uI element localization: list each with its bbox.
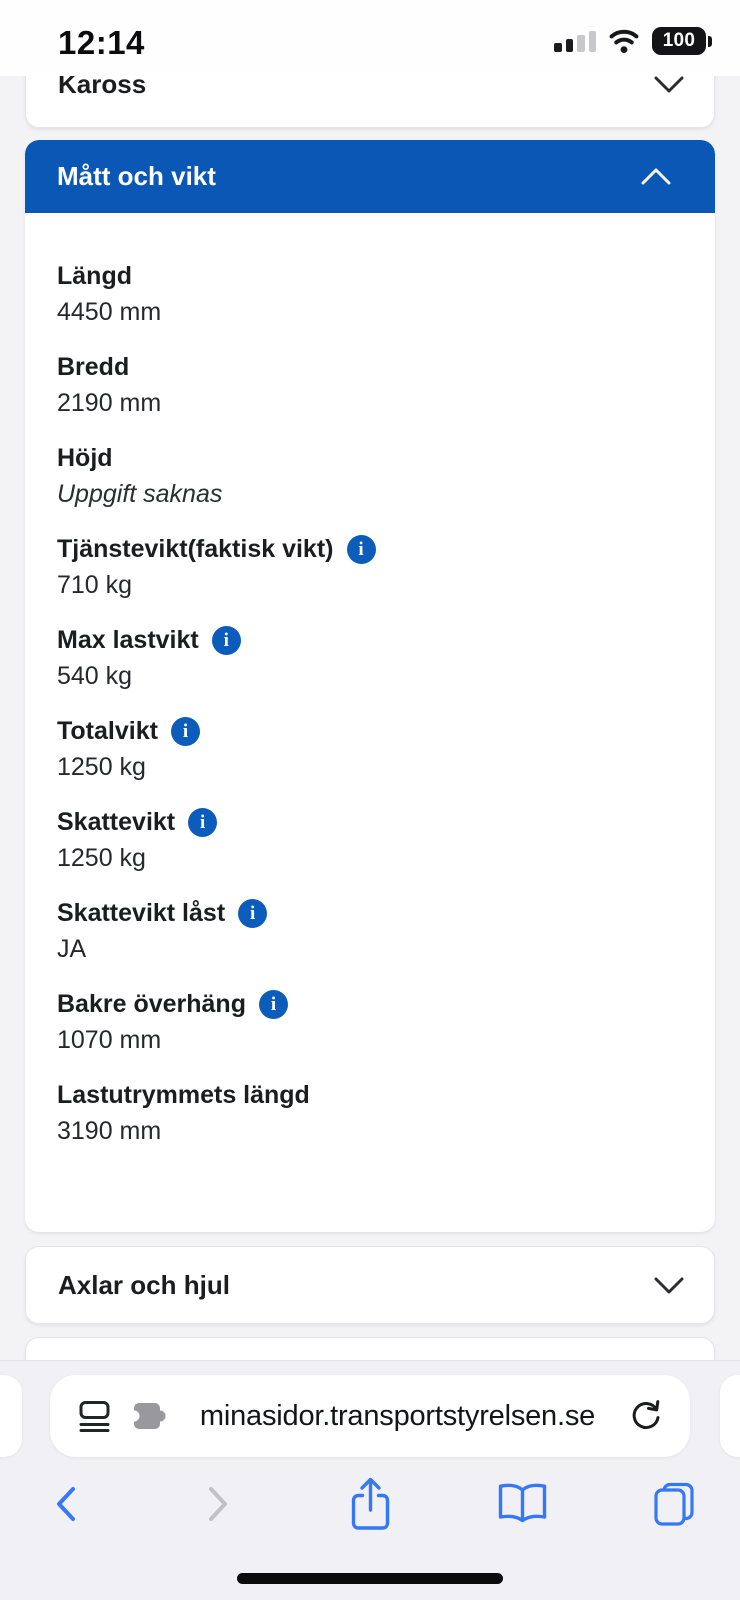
address-bar[interactable]: minasidor.transportstyrelsen.se: [50, 1375, 690, 1457]
cellular-signal-icon: [554, 30, 596, 52]
field-label: Skattevikt låst: [57, 899, 226, 927]
info-icon[interactable]: i: [258, 990, 288, 1019]
browser-bottom-bar: minasidor.transportstyrelsen.se: [0, 1360, 740, 1600]
info-icon[interactable]: i: [188, 808, 218, 837]
field-label: Max lastvikt: [57, 626, 199, 654]
field-value: 1250 kg: [57, 753, 146, 781]
spec-field: Max lastvikt i 540 kg: [57, 624, 683, 693]
reader-icon[interactable]: [76, 1398, 113, 1434]
url-text: minasidor.transportstyrelsen.se: [199, 1399, 596, 1432]
field-value: 1070 mm: [57, 1026, 162, 1054]
info-icon[interactable]: i: [170, 717, 200, 746]
forward-button[interactable]: [188, 1471, 248, 1537]
field-label: Skattevikt: [57, 808, 176, 836]
battery-icon: 100: [652, 27, 712, 55]
field-label: Längd: [57, 262, 132, 290]
spec-field: Längd i 4450 mm: [57, 260, 683, 329]
tabs-icon[interactable]: [644, 1471, 704, 1537]
info-icon[interactable]: i: [346, 535, 376, 564]
field-value: 540 kg: [57, 662, 133, 690]
chevron-up-icon: [641, 168, 671, 185]
spec-field: Totalvikt i 1250 kg: [57, 715, 683, 784]
field-label: Höjd: [57, 444, 113, 472]
field-value: 4450 mm: [57, 298, 162, 326]
spec-field: Höjd i Uppgift saknas: [57, 442, 683, 511]
status-time: 12:14: [58, 24, 145, 61]
spec-field: Lastutrymmets längd i 3190 mm: [57, 1079, 683, 1148]
accordion-matt-och-vikt-label: Mått och vikt: [57, 161, 216, 191]
field-label: Tjänstevikt(faktisk vikt): [57, 535, 334, 563]
spec-field: Tjänstevikt(faktisk vikt) i 710 kg: [57, 533, 683, 602]
chevron-down-icon: [654, 76, 684, 93]
matt-och-vikt-body: Längd i 4450 mm Bredd i 2190 mm Höjd: [25, 213, 715, 1148]
chevron-down-icon: [654, 1277, 684, 1294]
field-label: Lastutrymmets längd: [57, 1081, 310, 1109]
share-icon[interactable]: [340, 1471, 400, 1537]
field-value: 2190 mm: [57, 389, 162, 417]
field-value: JA: [57, 935, 87, 963]
accordion-axlar-och-hjul[interactable]: Axlar och hjul: [25, 1246, 715, 1324]
browser-toolbar: [0, 1471, 740, 1537]
bookmarks-icon[interactable]: [492, 1471, 552, 1537]
field-value: 710 kg: [57, 571, 133, 599]
info-icon[interactable]: i: [238, 899, 268, 928]
spec-field: Skattevikt i 1250 kg: [57, 806, 683, 875]
battery-percent: 100: [662, 30, 696, 51]
spec-field: Bakre överhäng i 1070 mm: [57, 988, 683, 1057]
reload-icon[interactable]: [628, 1398, 664, 1434]
home-indicator[interactable]: [237, 1573, 503, 1584]
accordion-matt-och-vikt-header[interactable]: Mått och vikt: [25, 140, 715, 213]
accordion-matt-och-vikt: Mått och vikt Längd i 4450 mm Bredd: [25, 140, 715, 1232]
back-button[interactable]: [36, 1471, 96, 1537]
field-label: Bredd: [57, 353, 130, 381]
previous-tab-edge[interactable]: [0, 1375, 22, 1457]
field-label: Totalvikt: [57, 717, 158, 745]
next-tab-edge[interactable]: [720, 1375, 740, 1457]
field-label: Bakre överhäng: [57, 990, 246, 1018]
accordion-axlar-och-hjul-label: Axlar och hjul: [58, 1269, 230, 1300]
spec-field: Bredd i 2190 mm: [57, 351, 683, 420]
field-value: Uppgift saknas: [57, 480, 223, 508]
field-value: 1250 kg: [57, 844, 146, 872]
spec-field: Skattevikt låst i JA: [57, 897, 683, 966]
info-icon[interactable]: i: [211, 626, 241, 655]
field-value: 3190 mm: [57, 1117, 162, 1145]
wifi-icon: [607, 28, 641, 54]
status-bar: 12:14 100: [0, 0, 740, 76]
extensions-puzzle-icon[interactable]: [126, 1398, 167, 1434]
